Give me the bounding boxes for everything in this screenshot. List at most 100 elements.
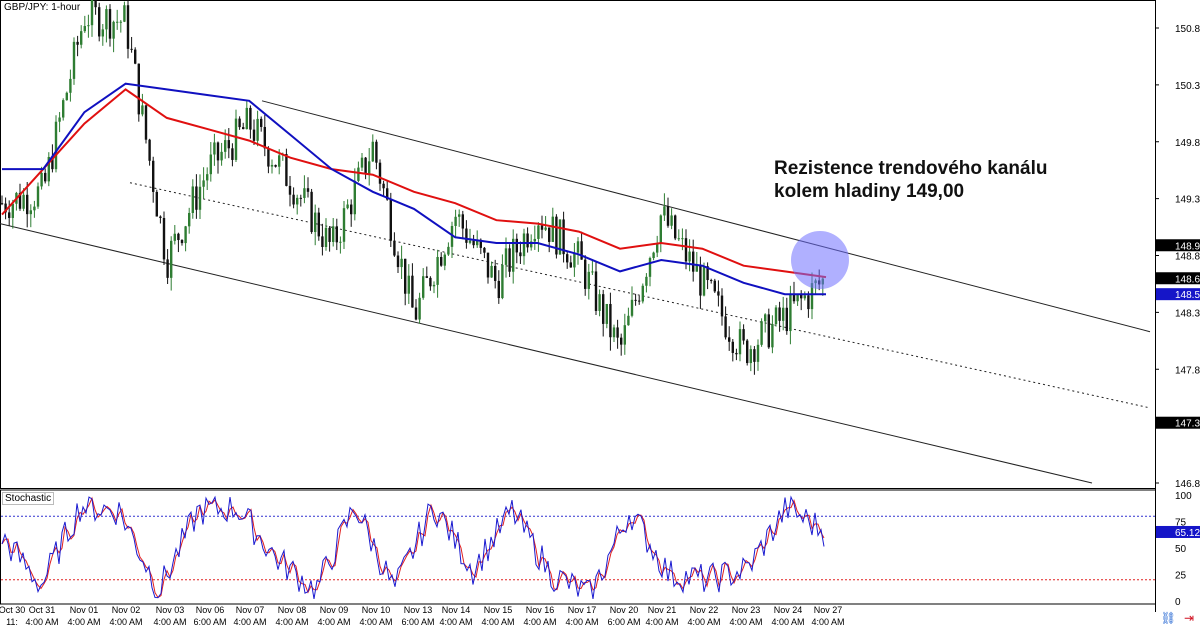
candle-body	[198, 186, 202, 210]
candle-body	[483, 247, 486, 253]
price-tag-label: 148.93	[1175, 241, 1200, 252]
candle-body	[468, 240, 472, 243]
candle-body	[526, 233, 529, 248]
candle-body	[148, 139, 151, 161]
candle-body	[436, 256, 439, 285]
candle-body	[674, 215, 677, 239]
candle-body	[386, 188, 389, 200]
x-date-label: Nov 15	[484, 605, 513, 615]
candle-body	[728, 337, 731, 342]
x-time-label: 4:00 AM	[317, 617, 350, 627]
candle-body	[44, 172, 47, 182]
candle-body	[605, 303, 608, 324]
x-time-label: 4:00 AM	[275, 617, 308, 627]
candle-body	[771, 324, 774, 348]
chain-icon[interactable]: ⛓	[1160, 611, 1176, 625]
stoch-d-line	[1, 496, 825, 599]
candle-body	[18, 192, 22, 209]
candle-body	[346, 204, 349, 209]
candle-body	[429, 277, 432, 287]
candle-body	[652, 252, 655, 259]
candle-body	[573, 252, 576, 268]
x-time-label: 6:00 AM	[193, 617, 226, 627]
x-time-label: 4:00 AM	[153, 617, 186, 627]
candle-body	[551, 216, 554, 242]
candle-body	[342, 208, 346, 242]
candle-body	[288, 185, 292, 195]
price-tick-label: 148.84	[1175, 252, 1200, 263]
candle-body	[80, 31, 83, 45]
stoch-tag-label: 65.12	[1175, 528, 1200, 539]
candle-body	[166, 259, 169, 278]
candle-body	[587, 271, 590, 289]
candle-body	[126, 5, 130, 49]
arrow-right-icon[interactable]: ⇥	[1183, 611, 1194, 625]
candle-body	[562, 219, 565, 255]
candle-body	[749, 349, 752, 364]
x-time-label: 4:00 AM	[439, 617, 472, 627]
candle-body	[753, 349, 756, 362]
candle-body	[530, 241, 533, 248]
candle-body	[407, 275, 410, 294]
candle-body	[58, 117, 61, 122]
candle-body	[476, 239, 479, 246]
candle-body	[594, 271, 598, 311]
candle-body	[465, 228, 468, 243]
candle-body	[368, 161, 371, 175]
candle-body	[119, 21, 122, 23]
candle-body	[328, 227, 331, 242]
candle-body	[162, 218, 166, 260]
candle-body	[548, 227, 551, 242]
candle-body	[717, 291, 720, 296]
x-time-label: 4:00 AM	[523, 617, 556, 627]
candle-body	[670, 215, 673, 226]
candle-body	[137, 63, 140, 115]
candle-body	[324, 227, 328, 247]
candle-body	[274, 164, 277, 167]
x-date-label: Oct 30	[0, 605, 25, 615]
candle-body	[537, 225, 540, 239]
candle-body	[321, 236, 324, 247]
candle-body	[724, 316, 727, 338]
channel-middle	[129, 182, 1151, 409]
price-tag	[1156, 288, 1200, 301]
x-date-label: Nov 21	[648, 605, 677, 615]
candle-body	[141, 105, 144, 115]
candle-body	[612, 327, 616, 338]
price-tag	[1156, 239, 1200, 252]
candle-body	[648, 258, 652, 277]
price-tag	[1156, 416, 1200, 429]
price-tick-label: 146.84	[1175, 479, 1200, 490]
candle-body	[494, 265, 497, 281]
candle-body	[735, 352, 738, 355]
candle-body	[576, 241, 580, 253]
x-time-label: 4:00 AM	[359, 617, 392, 627]
candle-body	[299, 197, 302, 199]
candle-body	[623, 325, 626, 345]
candle-body	[54, 121, 58, 170]
candle-body	[375, 141, 378, 163]
candle-body	[180, 240, 184, 244]
candle-body	[713, 280, 716, 292]
candle-body	[627, 315, 630, 326]
candle-body	[87, 25, 90, 27]
candle-body	[598, 294, 601, 311]
price-tag	[1156, 272, 1200, 285]
candle-body	[396, 255, 400, 268]
candle-body	[209, 154, 212, 175]
candle-body	[695, 265, 698, 272]
candle-body	[202, 180, 205, 187]
candle-body	[76, 41, 79, 45]
candle-body	[504, 248, 508, 265]
candle-body	[134, 49, 137, 64]
x-time-label: 4:00 AM	[645, 617, 678, 627]
candle-body	[51, 156, 54, 170]
x-time-label: 4:00 AM	[811, 617, 844, 627]
candle-body	[278, 155, 281, 167]
candle-body	[422, 276, 425, 298]
stoch-tick-label: 100	[1175, 491, 1192, 502]
candle-body	[688, 251, 691, 262]
candle-body	[220, 151, 223, 161]
candle-body	[29, 210, 32, 215]
